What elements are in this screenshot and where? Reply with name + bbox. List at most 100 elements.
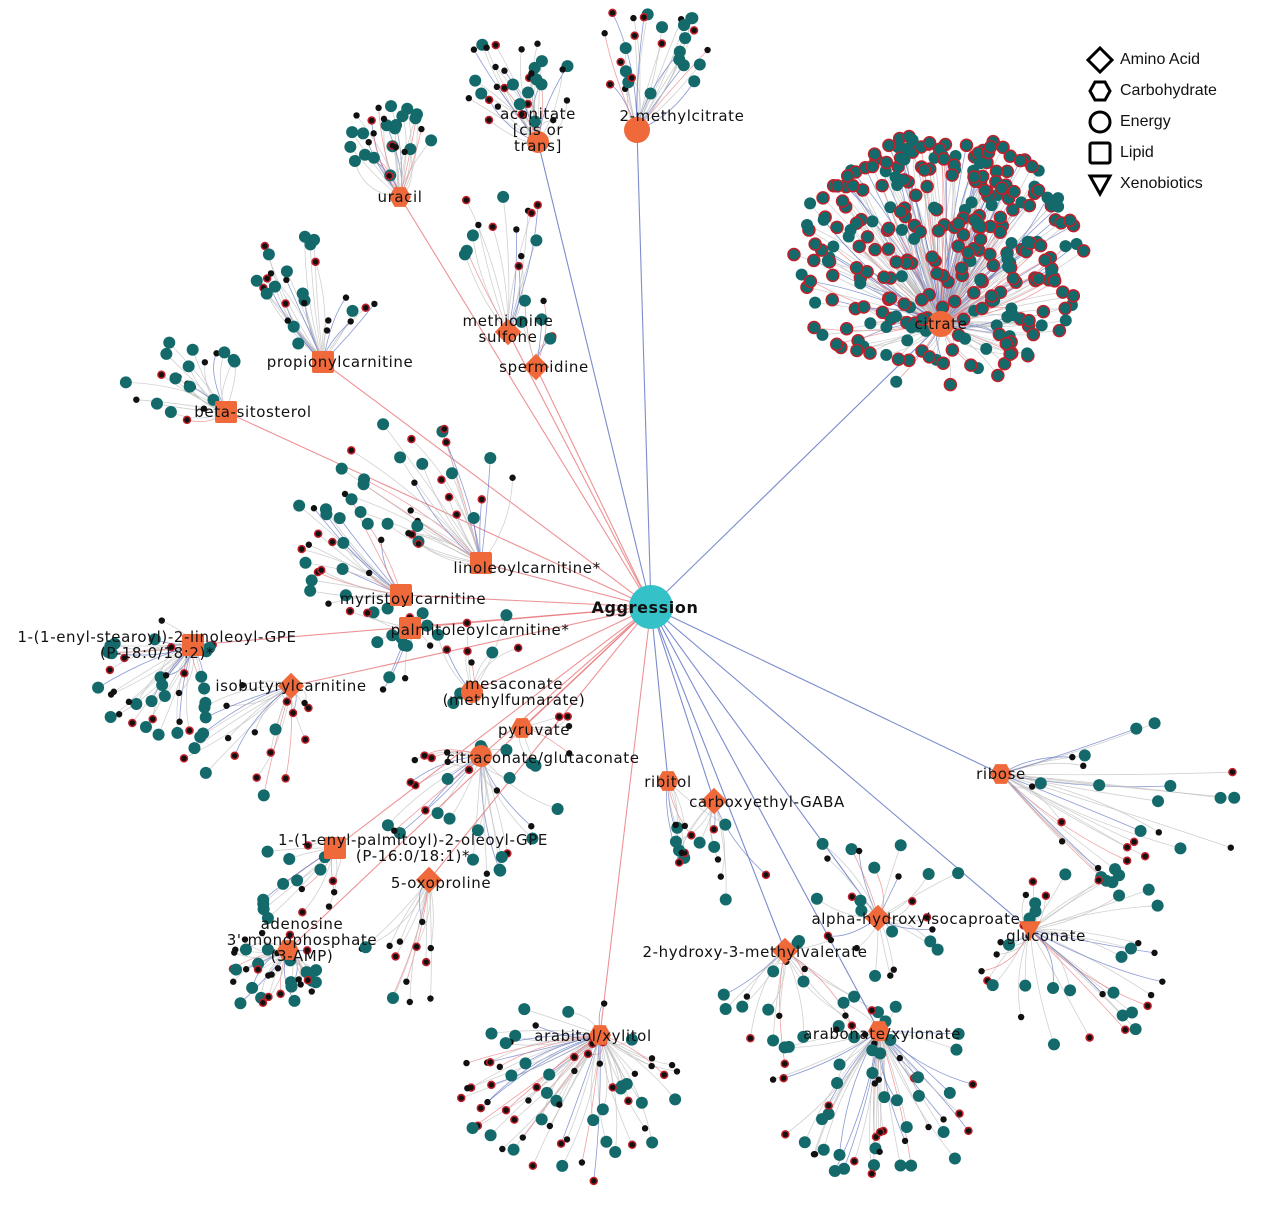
member-node[interactable] bbox=[416, 457, 429, 470]
member-node[interactable] bbox=[978, 967, 985, 975]
member-node[interactable] bbox=[625, 1033, 638, 1046]
member-node[interactable] bbox=[466, 229, 479, 242]
member-node[interactable] bbox=[328, 876, 338, 886]
member-node[interactable] bbox=[437, 475, 446, 485]
member-node[interactable] bbox=[409, 112, 422, 125]
member-node[interactable] bbox=[864, 317, 877, 330]
member-node[interactable] bbox=[386, 992, 399, 1005]
member-node[interactable] bbox=[182, 360, 195, 373]
member-node[interactable] bbox=[948, 1152, 961, 1165]
member-node[interactable] bbox=[345, 606, 355, 616]
hub-node[interactable] bbox=[511, 718, 533, 738]
member-node[interactable] bbox=[314, 863, 327, 876]
member-node[interactable] bbox=[466, 853, 479, 866]
member-node[interactable] bbox=[767, 965, 780, 978]
member-node[interactable] bbox=[1120, 1025, 1130, 1035]
member-node[interactable] bbox=[922, 350, 937, 364]
member-node[interactable] bbox=[444, 492, 454, 502]
member-node[interactable] bbox=[305, 574, 318, 587]
member-node[interactable] bbox=[540, 1086, 553, 1099]
member-node[interactable] bbox=[1080, 762, 1087, 770]
member-node[interactable] bbox=[150, 397, 163, 410]
member-node[interactable] bbox=[496, 1063, 504, 1071]
member-node[interactable] bbox=[875, 1127, 885, 1137]
member-node[interactable] bbox=[476, 1103, 486, 1113]
member-node[interactable] bbox=[157, 370, 166, 379]
member-node[interactable] bbox=[556, 1101, 563, 1108]
member-node[interactable] bbox=[1078, 749, 1091, 762]
member-node[interactable] bbox=[619, 65, 632, 78]
member-node[interactable] bbox=[468, 659, 475, 666]
member-node[interactable] bbox=[503, 771, 516, 784]
member-node[interactable] bbox=[543, 1068, 556, 1081]
member-node[interactable] bbox=[302, 946, 312, 955]
member-node[interactable] bbox=[218, 346, 231, 359]
member-node[interactable] bbox=[403, 978, 410, 985]
member-node[interactable] bbox=[529, 759, 542, 772]
member-node[interactable] bbox=[828, 1164, 841, 1177]
member-node[interactable] bbox=[811, 1150, 819, 1158]
member-node[interactable] bbox=[1059, 314, 1072, 327]
member-node[interactable] bbox=[183, 380, 196, 393]
member-node[interactable] bbox=[890, 966, 897, 973]
member-node[interactable] bbox=[277, 877, 290, 890]
member-node[interactable] bbox=[371, 300, 378, 308]
member-node[interactable] bbox=[570, 1052, 579, 1062]
member-node[interactable] bbox=[300, 966, 313, 979]
member-node[interactable] bbox=[889, 310, 902, 323]
member-node[interactable] bbox=[346, 126, 359, 139]
member-node[interactable] bbox=[807, 253, 821, 268]
member-node[interactable] bbox=[956, 228, 971, 242]
member-node[interactable] bbox=[534, 40, 541, 47]
member-node[interactable] bbox=[817, 1143, 830, 1156]
member-node[interactable] bbox=[693, 836, 706, 849]
member-node[interactable] bbox=[176, 718, 183, 725]
member-node[interactable] bbox=[297, 981, 304, 988]
member-node[interactable] bbox=[901, 1137, 909, 1145]
member-node[interactable] bbox=[743, 993, 751, 1000]
member-node[interactable] bbox=[532, 1083, 541, 1092]
member-node[interactable] bbox=[261, 845, 274, 858]
member-node[interactable] bbox=[867, 1169, 877, 1178]
member-node[interactable] bbox=[379, 686, 387, 693]
member-node[interactable] bbox=[825, 293, 839, 307]
member-node[interactable] bbox=[776, 1012, 783, 1019]
member-node[interactable] bbox=[298, 885, 306, 893]
member-node[interactable] bbox=[378, 536, 385, 544]
member-node[interactable] bbox=[984, 289, 999, 303]
member-node[interactable] bbox=[330, 888, 338, 896]
member-node[interactable] bbox=[466, 1121, 479, 1134]
member-node[interactable] bbox=[258, 929, 266, 937]
member-node[interactable] bbox=[325, 317, 332, 324]
member-node[interactable] bbox=[809, 296, 822, 309]
member-node[interactable] bbox=[1076, 244, 1091, 258]
member-node[interactable] bbox=[234, 997, 247, 1010]
member-node[interactable] bbox=[464, 765, 474, 775]
member-node[interactable] bbox=[518, 294, 531, 307]
member-node[interactable] bbox=[943, 1086, 956, 1099]
member-node[interactable] bbox=[951, 216, 966, 231]
member-node[interactable] bbox=[801, 965, 808, 973]
member-node[interactable] bbox=[896, 1054, 904, 1062]
member-node[interactable] bbox=[493, 787, 501, 794]
member-node[interactable] bbox=[346, 304, 359, 317]
member-node[interactable] bbox=[185, 726, 194, 735]
member-node[interactable] bbox=[677, 59, 690, 72]
member-node[interactable] bbox=[182, 415, 192, 425]
member-node[interactable] bbox=[578, 1159, 586, 1166]
member-node[interactable] bbox=[1041, 191, 1054, 204]
member-node[interactable] bbox=[893, 204, 908, 219]
center-node-aggression[interactable] bbox=[629, 585, 673, 629]
member-node[interactable] bbox=[887, 972, 894, 979]
hub-node[interactable] bbox=[494, 318, 522, 346]
member-node[interactable] bbox=[469, 74, 482, 87]
member-node[interactable] bbox=[303, 841, 313, 850]
member-node[interactable] bbox=[532, 1022, 539, 1029]
member-node[interactable] bbox=[1124, 942, 1137, 955]
member-node[interactable] bbox=[285, 976, 298, 989]
member-node[interactable] bbox=[877, 270, 891, 284]
member-node[interactable] bbox=[1047, 274, 1062, 288]
member-node[interactable] bbox=[656, 21, 669, 34]
member-node[interactable] bbox=[280, 265, 293, 278]
member-node[interactable] bbox=[827, 936, 835, 944]
